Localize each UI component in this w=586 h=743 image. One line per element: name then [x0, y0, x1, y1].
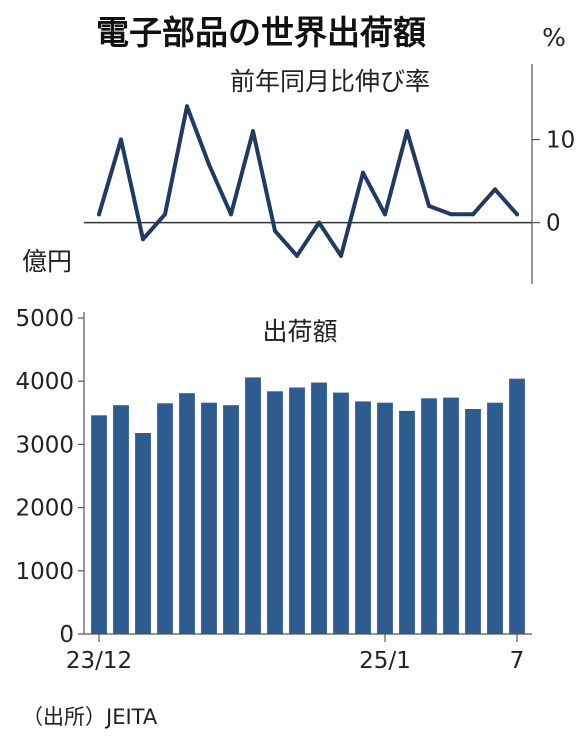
line-chart-title: 前年同月比伸び率: [230, 67, 430, 96]
growth-rate-point: [449, 212, 453, 217]
growth-rate-point: [427, 204, 431, 208]
shipment-bar: [223, 405, 239, 634]
growth-rate-point: [251, 129, 255, 134]
bar-chart-title: 出荷額: [262, 317, 337, 346]
line-chart-panel: 10 0: [84, 64, 575, 284]
growth-rate-point: [97, 212, 101, 217]
shipment-bar: [487, 402, 503, 634]
chart-title: 電子部品の世界出荷額: [96, 13, 426, 52]
growth-rate-point: [383, 212, 387, 217]
shipment-bar: [289, 387, 305, 634]
bar-x-tick-label: 7: [510, 648, 525, 674]
bar-chart-panel: 5000 4000 3000 2000 1000 023/12 25/1 7: [15, 306, 532, 674]
shipment-bar: [113, 405, 129, 634]
growth-rate-point: [207, 162, 211, 167]
shipment-bar: [355, 401, 371, 634]
shipment-bar: [179, 393, 195, 634]
growth-rate-point: [229, 212, 233, 217]
shipment-bar: [245, 377, 261, 634]
bar-x-tick-label: 23/12: [66, 648, 132, 674]
growth-rate-point: [141, 237, 145, 242]
bar-y-tick-label: 2000: [15, 496, 74, 522]
shipment-bar: [135, 433, 151, 634]
bar-y-tick-label: 1000: [15, 559, 74, 585]
growth-rate-point: [405, 129, 409, 134]
shipment-bar: [157, 403, 173, 634]
growth-rate-point: [361, 170, 365, 175]
shipment-bar: [465, 409, 481, 634]
growth-rate-point: [471, 212, 475, 217]
shipment-bar: [333, 392, 349, 634]
bar-y-tick-label: 3000: [15, 432, 74, 458]
shipment-bar: [509, 378, 525, 634]
bar-y-tick-label: 4000: [15, 369, 74, 395]
bar-unit-label: 億円: [22, 247, 72, 276]
source-note: （出所）JEITA: [22, 705, 158, 729]
growth-rate-point: [493, 187, 497, 192]
shipment-bar: [91, 415, 107, 634]
shipment-bar: [421, 398, 437, 634]
shipment-bar: [201, 402, 217, 634]
line-y-tick-label: 0: [546, 211, 561, 237]
growth-rate-point: [119, 137, 123, 142]
growth-rate-point: [273, 228, 277, 233]
growth-rate-point: [515, 212, 519, 217]
shipment-bar: [377, 402, 393, 634]
growth-rate-point: [295, 253, 299, 258]
growth-rate-point: [163, 212, 167, 217]
growth-rate-point: [317, 220, 321, 225]
bar-y-tick-label: 5000: [15, 306, 74, 332]
growth-rate-line: [97, 104, 519, 258]
shipment-bar: [443, 397, 459, 634]
bar-x-tick-label: 25/1: [359, 648, 411, 674]
shipment-bar: [267, 391, 283, 634]
shipment-bar: [399, 410, 415, 634]
shipment-bar: [311, 382, 327, 634]
line-y-tick-label: 10: [546, 128, 575, 154]
growth-rate-point: [185, 104, 189, 109]
bar-y-tick-label: 0: [59, 622, 74, 648]
line-unit-label: %: [542, 23, 566, 52]
growth-rate-point: [339, 253, 343, 258]
